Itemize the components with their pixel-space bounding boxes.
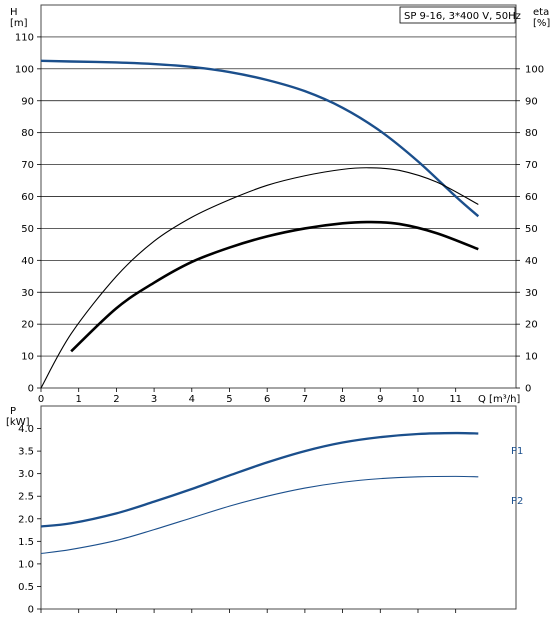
top-ylabel-left-line2: [m]	[10, 18, 28, 29]
top-ytick-left-110: 110	[15, 32, 34, 43]
top-ytick-left-20: 20	[21, 320, 34, 331]
top-ylabel-left-line1: H	[10, 7, 18, 18]
chart-title: SP 9-16, 3*400 V, 50Hz	[404, 11, 521, 22]
bottom-series-group	[40, 431, 479, 555]
top-xtick-3: 3	[151, 394, 157, 405]
top-ylabel-right-line1: eta	[533, 7, 549, 18]
top-ytick-left-50: 50	[21, 224, 34, 235]
bottom-power-curve-p2	[40, 475, 479, 555]
top-efficiency-curve-upper	[40, 167, 479, 389]
top-ytick-right-60: 60	[525, 192, 538, 203]
top-xtick-7: 7	[302, 394, 308, 405]
legend-p1: P1	[511, 446, 523, 457]
top-series-group	[40, 59, 480, 389]
bottom-ytick-1.5: 1.5	[18, 537, 34, 548]
top-ytick-right-20: 20	[525, 320, 538, 331]
top-head-curve	[40, 59, 480, 218]
top-xtick-6: 6	[264, 394, 270, 405]
top-ytick-right-10: 10	[525, 352, 538, 363]
top-ytick-left-70: 70	[21, 160, 34, 171]
top-xtick-11: 11	[449, 394, 462, 405]
top-ytick-right-70: 70	[525, 160, 538, 171]
top-ytick-left-40: 40	[21, 256, 34, 267]
bottom-ytick-0.5: 0.5	[18, 582, 34, 593]
top-ytick-right-30: 30	[525, 288, 538, 299]
top-ylabel-right-line2: [%]	[533, 18, 550, 29]
top-ytick-left-0: 0	[28, 384, 34, 395]
top-xtick-10: 10	[412, 394, 425, 405]
bottom-ytick-3.5: 3.5	[18, 447, 34, 458]
top-xtick-4: 4	[189, 394, 195, 405]
top-xlabel: Q [m³/h]	[478, 394, 520, 405]
top-ytick-left-90: 90	[21, 96, 34, 107]
bottom-ytick-2.0: 2.0	[18, 514, 34, 525]
top-ticks: 0102030405060708090100110010203040506070…	[15, 32, 544, 405]
top-xtick-5: 5	[226, 394, 232, 405]
top-ytick-right-0: 0	[525, 384, 531, 395]
bottom-plot-frame	[40, 405, 517, 610]
top-grid	[41, 36, 516, 357]
top-ytick-right-40: 40	[525, 256, 538, 267]
top-ytick-right-90: 90	[525, 96, 538, 107]
top-xtick-9: 9	[377, 394, 383, 405]
top-efficiency-curve-lower	[70, 220, 479, 353]
top-ytick-left-80: 80	[21, 128, 34, 139]
bottom-ytick-4.0: 4.0	[18, 424, 34, 435]
top-ytick-right-100: 100	[525, 64, 544, 75]
bottom-ytick-2.5: 2.5	[18, 492, 34, 503]
top-ytick-left-60: 60	[21, 192, 34, 203]
top-xtick-1: 1	[76, 394, 82, 405]
bottom-ytick-1.0: 1.0	[18, 559, 34, 570]
top-xtick-8: 8	[339, 394, 345, 405]
legend-p2: P2	[511, 496, 523, 507]
top-ytick-right-80: 80	[525, 128, 538, 139]
bottom-ytick-0: 0	[28, 605, 34, 616]
top-ytick-right-50: 50	[525, 224, 538, 235]
bottom-ticks: 0 0.5 1.0 1.5 2.0 2.5 3.0 3.5 4.0	[18, 424, 457, 616]
top-xtick-0: 0	[38, 394, 44, 405]
bottom-power-curve-p1	[40, 431, 479, 528]
bottom-ylabel-line1: P	[10, 406, 16, 417]
bottom-ytick-3.0: 3.0	[18, 469, 34, 480]
bottom-ylabel-line2: [kW]	[6, 417, 30, 428]
top-ytick-left-10: 10	[21, 352, 34, 363]
top-ytick-left-100: 100	[15, 64, 34, 75]
chart-title-box	[399, 6, 516, 24]
top-xtick-2: 2	[113, 394, 119, 405]
top-ytick-left-30: 30	[21, 288, 34, 299]
